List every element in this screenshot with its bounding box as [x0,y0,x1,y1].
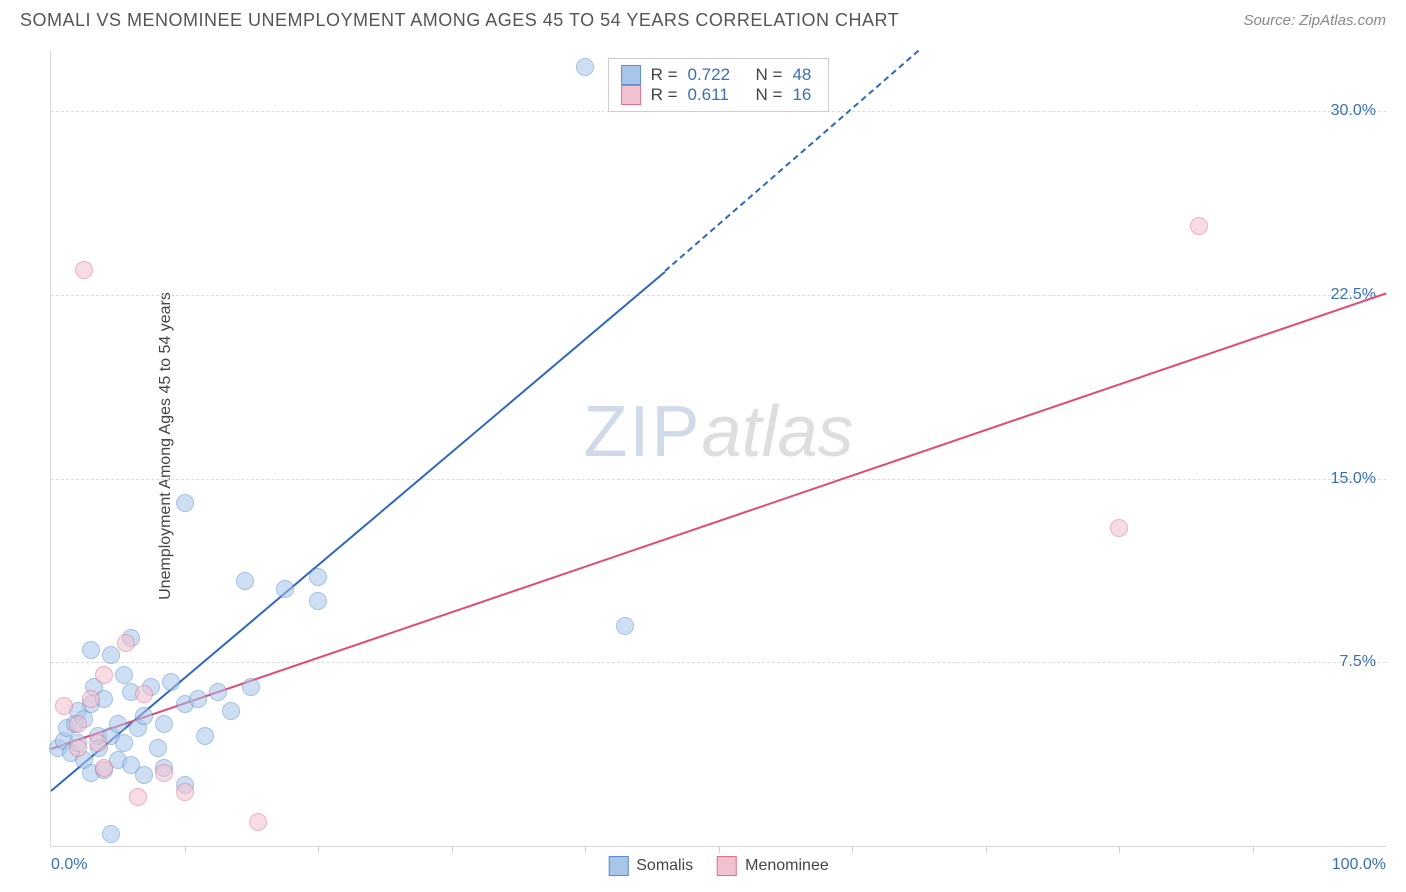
data-point-somalis [196,727,214,745]
series-legend: Somalis Menominee [608,856,829,876]
watermark-zip: ZIP [583,392,701,472]
data-point-menominee [129,788,147,806]
watermark-atlas: atlas [701,392,853,472]
data-point-somalis [189,690,207,708]
legend-item-somalis: Somalis [608,856,693,876]
legend-row-menominee: R = 0.611 N = 16 [621,85,817,105]
data-point-somalis [309,568,327,586]
r-label: R = [651,85,678,105]
y-tick-label: 15.0% [1331,470,1376,488]
data-point-somalis [236,572,254,590]
data-point-somalis [276,580,294,598]
n-label: N = [756,65,783,85]
data-point-somalis [135,766,153,784]
data-point-menominee [176,783,194,801]
gridline [51,479,1386,480]
correlation-legend: R = 0.722 N = 48 R = 0.611 N = 16 [608,58,830,112]
data-point-menominee [75,261,93,279]
gridline [51,662,1386,663]
data-point-somalis [155,715,173,733]
data-point-somalis [222,702,240,720]
data-point-somalis [115,734,133,752]
data-point-somalis [82,641,100,659]
swatch-menominee [621,85,641,105]
x-tick-min: 0.0% [51,856,87,874]
x-tick [185,846,186,853]
n-label: N = [756,85,783,105]
x-tick [852,846,853,853]
chart-title: SOMALI VS MENOMINEE UNEMPLOYMENT AMONG A… [20,10,899,31]
r-label: R = [651,65,678,85]
gridline [51,295,1386,296]
chart-area: ZIPatlas R = 0.722 N = 48 R = 0.611 N = … [50,50,1386,847]
legend-item-menominee: Menominee [717,856,829,876]
data-point-somalis [149,739,167,757]
data-point-menominee [95,666,113,684]
source-label: Source: ZipAtlas.com [1243,12,1386,29]
data-point-somalis [616,617,634,635]
x-tick [719,846,720,853]
data-point-menominee [89,734,107,752]
data-point-menominee [249,813,267,831]
data-point-somalis [242,678,260,696]
data-point-somalis [576,58,594,76]
data-point-menominee [1190,217,1208,235]
swatch-icon [717,856,737,876]
x-tick [452,846,453,853]
data-point-somalis [309,592,327,610]
x-tick [986,846,987,853]
data-point-somalis [115,666,133,684]
data-point-somalis [135,707,153,725]
data-point-menominee [117,634,135,652]
n-value-somalis: 48 [792,65,816,85]
data-point-menominee [155,764,173,782]
y-tick-label: 7.5% [1340,653,1376,671]
swatch-somalis [621,65,641,85]
data-point-menominee [95,759,113,777]
r-value-menominee: 0.611 [688,85,742,105]
watermark: ZIPatlas [583,391,853,473]
data-point-menominee [69,739,87,757]
swatch-icon [608,856,628,876]
data-point-somalis [209,683,227,701]
data-point-menominee [55,697,73,715]
x-tick-max: 100.0% [1332,856,1386,874]
legend-row-somalis: R = 0.722 N = 48 [621,65,817,85]
data-point-somalis [176,494,194,512]
data-point-somalis [102,825,120,843]
x-tick [318,846,319,853]
data-point-menominee [69,715,87,733]
r-value-somalis: 0.722 [688,65,742,85]
legend-label: Somalis [636,857,693,875]
data-point-menominee [82,690,100,708]
x-tick [1119,846,1120,853]
data-point-menominee [1110,519,1128,537]
n-value-menominee: 16 [792,85,816,105]
data-point-somalis [162,673,180,691]
y-tick-label: 30.0% [1331,102,1376,120]
data-point-somalis [109,715,127,733]
data-point-somalis [102,646,120,664]
x-tick [1253,846,1254,853]
y-tick-label: 22.5% [1331,286,1376,304]
x-tick [585,846,586,853]
data-point-menominee [135,685,153,703]
legend-label: Menominee [745,857,829,875]
